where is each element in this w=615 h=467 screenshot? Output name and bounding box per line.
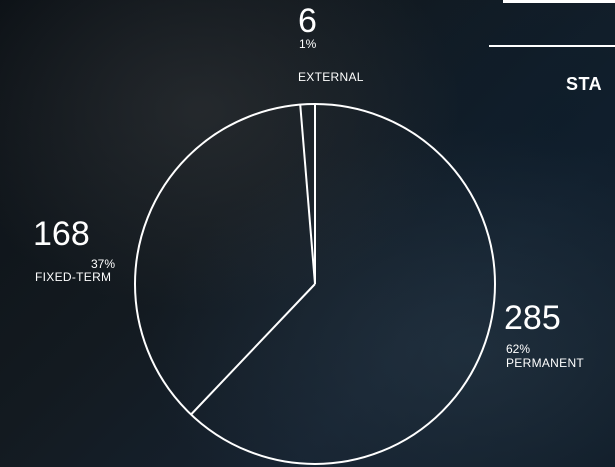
slice-label-external: EXTERNAL xyxy=(298,70,364,84)
slice-value-permanent: 285 xyxy=(504,299,561,337)
slice-percent-fixed-term: 37% xyxy=(91,257,116,271)
section-heading: STA xyxy=(566,74,603,94)
slice-percent-permanent: 62% xyxy=(506,342,531,356)
slice-boundary-external xyxy=(299,104,316,285)
slice-label-fixed-term: FIXED-TERM xyxy=(35,270,112,284)
slice-value-external: 6 xyxy=(298,2,317,40)
slice-value-fixed-term: 168 xyxy=(33,215,90,253)
header-top-rule xyxy=(503,0,615,3)
slice-percent-external: 1% xyxy=(299,37,317,51)
slice-boundary-fixed-term xyxy=(190,283,316,416)
header-underline-rule xyxy=(489,45,615,47)
slice-label-permanent: PERMANENT xyxy=(506,356,585,370)
